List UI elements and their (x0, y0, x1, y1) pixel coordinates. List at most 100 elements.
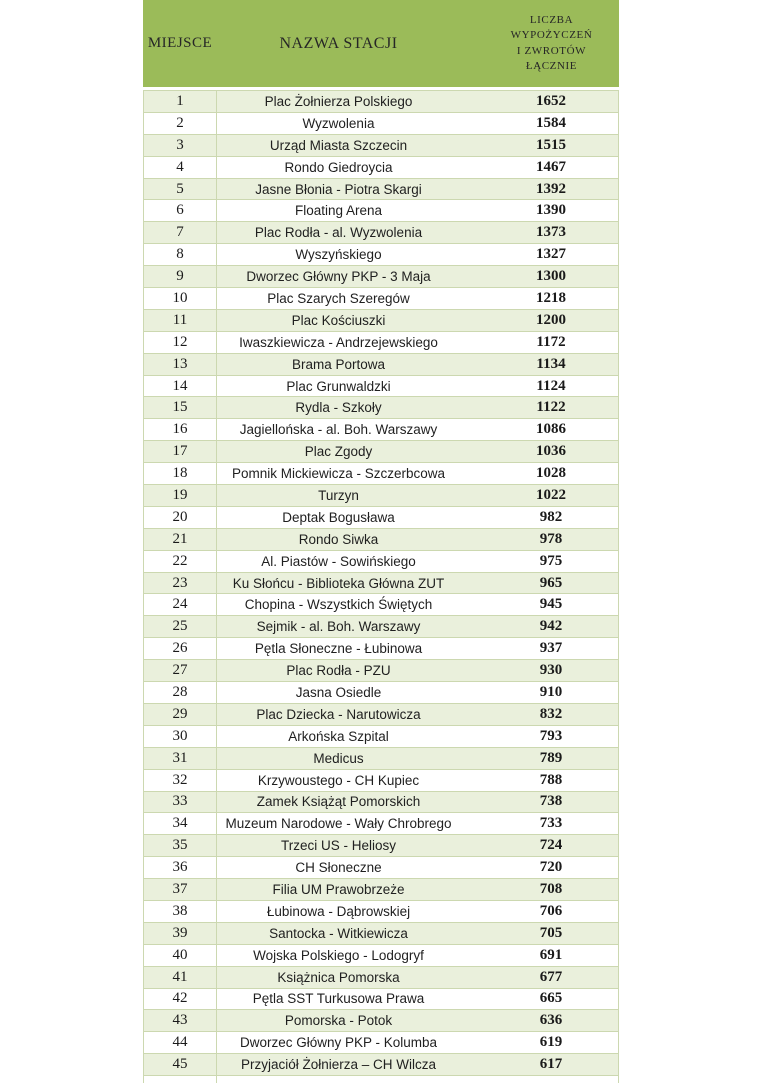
rank-cell: 28 (143, 682, 217, 703)
count-cell: 1392 (460, 178, 619, 200)
station-name-cell: Plac Zgody (304, 444, 373, 460)
station-name-cell: Medicus (313, 750, 364, 766)
station-name-cell: Brama Portowa (291, 356, 386, 372)
table-row: 14 Plac Grunwaldzki 1124 (143, 375, 619, 398)
count-cell: 1327 (460, 244, 619, 266)
station-name-cell: Wyzwolenia (302, 115, 375, 131)
count-cell: 910 (460, 682, 619, 703)
rank-cell: 10 (143, 288, 217, 309)
station-name-cell: Pętla SST Turkusowa Prawa (252, 991, 425, 1007)
rank-cell: 32 (143, 769, 217, 791)
table-row: 5 Jasne Błonia - Piotra Skargi 1392 (143, 178, 619, 201)
station-name-cell: Łubinowa - Dąbrowskiej (266, 903, 411, 919)
table-row: 37 Filia UM Prawobrzeże 708 (143, 879, 619, 901)
rank-cell: 12 (143, 331, 217, 353)
station-name-cell: Plac Rodła - PZU (286, 663, 391, 679)
rank-cell: 42 (143, 988, 217, 1010)
table-row: 43 Pomorska - Potok 636 (143, 1010, 619, 1033)
station-name-cell: Ku Słońcu - Biblioteka Główna ZUT (232, 575, 445, 591)
station-name-cell: Rydla - Szkoły (295, 400, 382, 416)
count-cell: 1122 (460, 397, 619, 419)
count-cell: 1086 (460, 419, 619, 441)
station-name-cell: Wyszyńskiego (295, 247, 382, 263)
station-name-cell: Dworzec Główny PKP - Kolumba (239, 1035, 438, 1051)
table-row: 18 Pomnik Mickiewicza - Szczerbcowa 1028 (143, 463, 619, 486)
rank-cell: 43 (143, 1010, 217, 1032)
table-row: 35 Trzeci US - Heliosy 724 (143, 835, 619, 858)
rank-cell: 14 (143, 375, 217, 397)
rank-cell: 35 (143, 835, 217, 857)
table-row: 39 Santocka - Witkiewicza 705 (143, 922, 619, 945)
rank-cell: 8 (143, 244, 217, 266)
table-row: 3 Urząd Miasta Szczecin 1515 (143, 134, 619, 157)
table-row: 40 Wojska Polskiego - Lodogryf 691 (143, 944, 619, 967)
rank-cell: 22 (143, 550, 217, 572)
rank-cell: 16 (143, 419, 217, 441)
rank-cell: 4 (143, 156, 217, 178)
count-cell: 1172 (460, 331, 619, 353)
table-row: 11 Plac Kościuszki 1200 (143, 309, 619, 332)
station-name-cell: Krzywoustego - CH Kupiec (257, 772, 420, 788)
table-row: 7 Plac Rodła - al. Wyzwolenia 1373 (143, 222, 619, 245)
count-cell: 619 (460, 1032, 619, 1054)
count-cell: 1218 (460, 288, 619, 309)
count-cell: 789 (460, 747, 619, 769)
count-cell: 733 (460, 813, 619, 835)
table-row: 19 Turzyn 1022 (143, 485, 619, 507)
rank-cell: 30 (143, 725, 217, 747)
rank-cell: 39 (143, 922, 217, 944)
count-cell: 1515 (460, 134, 619, 156)
station-name-cell: Arkońska Szpital (288, 728, 389, 744)
clipped-next-row (143, 1076, 619, 1083)
rank-cell: 27 (143, 660, 217, 682)
rank-cell: 40 (143, 944, 217, 966)
count-cell: 724 (460, 835, 619, 857)
rank-cell: 11 (143, 309, 217, 331)
table-row: 27 Plac Rodła - PZU 930 (143, 660, 619, 683)
table-row: 12 Iwaszkiewicza - Andrzejewskiego 1172 (143, 331, 619, 354)
table-row: 16 Jagiellońska - al. Boh. Warszawy 1086 (143, 419, 619, 442)
count-cell: 677 (460, 966, 619, 988)
rank-cell: 25 (143, 616, 217, 638)
table-row: 44 Dworzec Główny PKP - Kolumba 619 (143, 1032, 619, 1055)
count-cell: 665 (460, 988, 619, 1010)
count-cell: 978 (460, 528, 619, 550)
station-name-cell: Plac Dziecka - Narutowicza (256, 706, 421, 722)
rank-cell: 7 (143, 222, 217, 244)
count-cell: 930 (460, 660, 619, 682)
rank-cell: 17 (143, 441, 217, 463)
count-cell: 708 (460, 879, 619, 900)
count-cell: 937 (460, 638, 619, 660)
station-name-cell: Plac Kościuszki (291, 312, 386, 328)
table-row: 13 Brama Portowa 1134 (143, 353, 619, 376)
table-row: 33 Zamek Książąt Pomorskich 738 (143, 791, 619, 814)
count-cell: 617 (460, 1054, 619, 1076)
table-row: 15 Rydla - Szkoły 1122 (143, 397, 619, 420)
count-cell: 965 (460, 572, 619, 594)
count-cell: 942 (460, 616, 619, 638)
station-name-cell: Plac Grunwaldzki (286, 378, 391, 394)
count-cell: 1300 (460, 266, 619, 288)
rank-cell: 26 (143, 638, 217, 660)
table-row: 41 Książnica Pomorska 677 (143, 966, 619, 989)
rank-cell: 13 (143, 353, 217, 375)
table-body: 1 Plac Żołnierza Polskiego 1652 2 Wyzwolenia… (143, 90, 619, 1077)
table-row: 10 Plac Szarych Szeregów 1218 (143, 288, 619, 310)
count-cell: 691 (460, 944, 619, 966)
rank-cell: 9 (143, 266, 217, 288)
count-cell: 1124 (460, 375, 619, 397)
rank-cell: 6 (143, 200, 217, 222)
station-name-cell: Santocka - Witkiewicza (269, 925, 408, 941)
count-cell: 706 (460, 900, 619, 922)
station-name-cell: Filia UM Prawobrzeże (272, 882, 405, 897)
count-cell: 1373 (460, 222, 619, 244)
station-name-cell: Urząd Miasta Szczecin (269, 137, 408, 153)
rank-cell: 44 (143, 1032, 217, 1054)
rank-cell: 36 (143, 857, 217, 879)
station-name-cell: Jasna Osiedle (295, 684, 382, 700)
table-row: 22 Al. Piastów - Sowińskiego 975 (143, 550, 619, 573)
table-row: 6 Floating Arena 1390 (143, 200, 619, 223)
table-row: 21 Rondo Siwka 978 (143, 528, 619, 551)
rank-cell: 2 (143, 112, 217, 134)
rank-cell: 38 (143, 900, 217, 922)
